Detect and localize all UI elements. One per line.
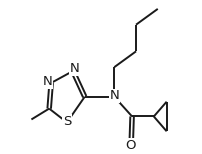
Text: S: S bbox=[62, 115, 71, 128]
Text: N: N bbox=[109, 89, 119, 102]
Text: N: N bbox=[42, 75, 52, 88]
Text: N: N bbox=[70, 62, 79, 75]
Text: O: O bbox=[124, 139, 135, 152]
